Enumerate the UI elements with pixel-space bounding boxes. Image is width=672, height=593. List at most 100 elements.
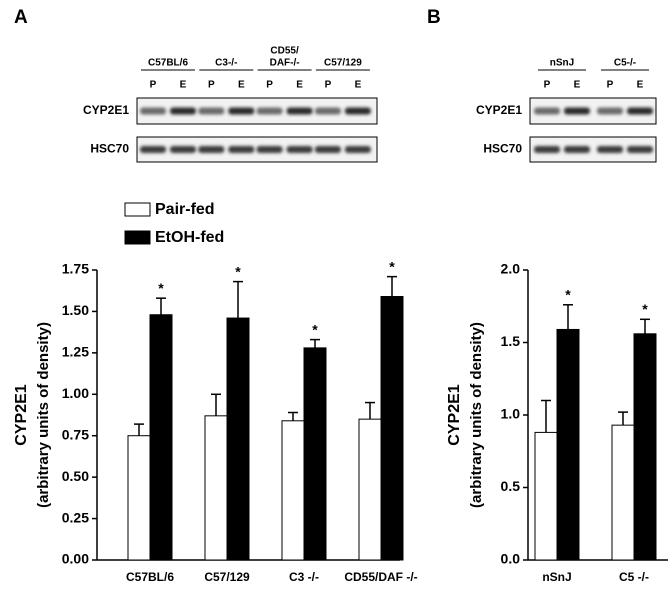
blot-band — [256, 146, 283, 153]
legend-swatch — [124, 202, 151, 217]
y-tick-label: 0.75 — [62, 426, 89, 442]
blot-row-label: HSC70 — [90, 142, 129, 156]
blot-band — [534, 107, 560, 115]
y-tick-label: 1.0 — [501, 406, 521, 422]
blot-lane-label: P — [150, 80, 157, 91]
error-bar — [211, 393, 221, 416]
blot-band — [140, 146, 166, 153]
blot-band — [256, 107, 283, 115]
error-bar — [563, 304, 573, 330]
blot-band — [198, 107, 225, 115]
error-bar — [233, 280, 243, 319]
y-tick-label: 0.5 — [501, 478, 521, 494]
blot-group-label: nSnJ — [550, 58, 574, 69]
blot-band — [228, 146, 255, 153]
blot-row-label: CYP2E1 — [476, 103, 522, 117]
blot-lane-label: P — [208, 80, 215, 91]
y-axis-label: CYP2E1 — [13, 384, 30, 445]
bar — [226, 317, 250, 561]
bar — [303, 347, 327, 561]
error-bar — [288, 411, 298, 421]
blot-lane-label: E — [637, 80, 644, 91]
legend-label: Pair-fed — [155, 201, 215, 218]
blot-band — [564, 107, 590, 115]
error-bar — [541, 399, 551, 433]
error-bar — [640, 318, 650, 334]
blot-group-label: C5-/- — [614, 58, 636, 69]
blot-group-label: C57/129 — [324, 58, 362, 69]
panel-label: B — [427, 7, 441, 28]
x-tick-label: C3 -/- — [289, 570, 319, 584]
bar — [611, 424, 635, 561]
error-bar — [134, 423, 144, 436]
y-tick-label: 1.25 — [62, 344, 89, 360]
y-tick-label: 0.0 — [501, 551, 521, 567]
significance-marker: * — [565, 287, 571, 303]
x-tick-label: nSnJ — [542, 570, 571, 584]
bar — [204, 415, 228, 561]
y-tick-label: 1.5 — [501, 333, 521, 349]
blot-group-label: CD55/ — [270, 46, 299, 57]
blot-band — [534, 146, 560, 153]
x-tick-label: C57/129 — [204, 570, 250, 584]
blot-lane-label: E — [180, 80, 187, 91]
blot-band — [314, 146, 341, 153]
blot-lane-label: E — [355, 80, 362, 91]
blot-lane-label: E — [574, 80, 581, 91]
x-tick-label: C5 -/- — [619, 570, 649, 584]
blot-band — [170, 107, 196, 115]
error-bar — [387, 275, 397, 297]
bar — [633, 333, 657, 561]
significance-marker: * — [158, 280, 164, 296]
blot-band — [170, 146, 196, 153]
bar — [556, 328, 580, 561]
error-bar — [156, 297, 166, 315]
significance-marker: * — [389, 258, 395, 274]
blot-row-label: HSC70 — [483, 142, 522, 156]
blot-band — [140, 107, 166, 115]
panel-label: A — [14, 7, 28, 28]
bar — [149, 314, 173, 561]
blot-lane-label: E — [296, 80, 303, 91]
legend-swatch — [124, 230, 151, 245]
blot-band — [228, 107, 255, 115]
blot-band — [344, 107, 371, 115]
y-axis-label: CYP2E1 — [446, 384, 463, 445]
blot-band — [314, 107, 341, 115]
error-bar — [310, 338, 320, 348]
significance-marker: * — [642, 301, 648, 317]
y-tick-label: 1.50 — [62, 302, 89, 318]
x-tick-label: C57BL/6 — [126, 570, 174, 584]
error-bar — [365, 401, 375, 420]
blot-group-label: DAF-/- — [270, 58, 300, 69]
blot-band — [564, 146, 590, 153]
legend-label: EtOH-fed — [155, 229, 224, 246]
blot-lane-label: E — [238, 80, 245, 91]
blot-group-label: C57BL/6 — [148, 58, 188, 69]
significance-marker: * — [312, 321, 318, 337]
y-tick-label: 0.00 — [62, 551, 89, 567]
bar — [380, 296, 404, 561]
blot-lane-label: P — [325, 80, 332, 91]
blot-group-label: C3-/- — [215, 58, 237, 69]
blot-lane-label: P — [544, 80, 551, 91]
blot-row-label: CYP2E1 — [83, 103, 129, 117]
blot-band — [627, 146, 653, 153]
blot-band — [198, 146, 225, 153]
error-bar — [618, 411, 628, 426]
y-axis-label: (arbitrary units of density) — [35, 322, 52, 508]
blot-band — [597, 107, 623, 115]
bar — [358, 418, 382, 561]
bar — [127, 435, 151, 561]
bar — [534, 431, 558, 561]
blot-lane-label: P — [266, 80, 273, 91]
y-tick-label: 1.75 — [62, 261, 89, 277]
blot-band — [286, 146, 313, 153]
blot-band — [286, 107, 313, 115]
blot-band — [597, 146, 623, 153]
blot-band — [627, 107, 653, 115]
significance-marker: * — [235, 263, 241, 279]
y-tick-label: 1.00 — [62, 385, 89, 401]
y-tick-label: 2.0 — [501, 261, 521, 277]
